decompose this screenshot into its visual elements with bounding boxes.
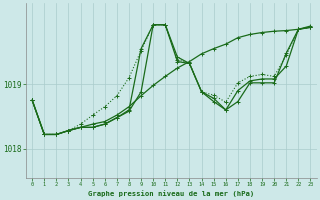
X-axis label: Graphe pression niveau de la mer (hPa): Graphe pression niveau de la mer (hPa)	[88, 190, 254, 197]
